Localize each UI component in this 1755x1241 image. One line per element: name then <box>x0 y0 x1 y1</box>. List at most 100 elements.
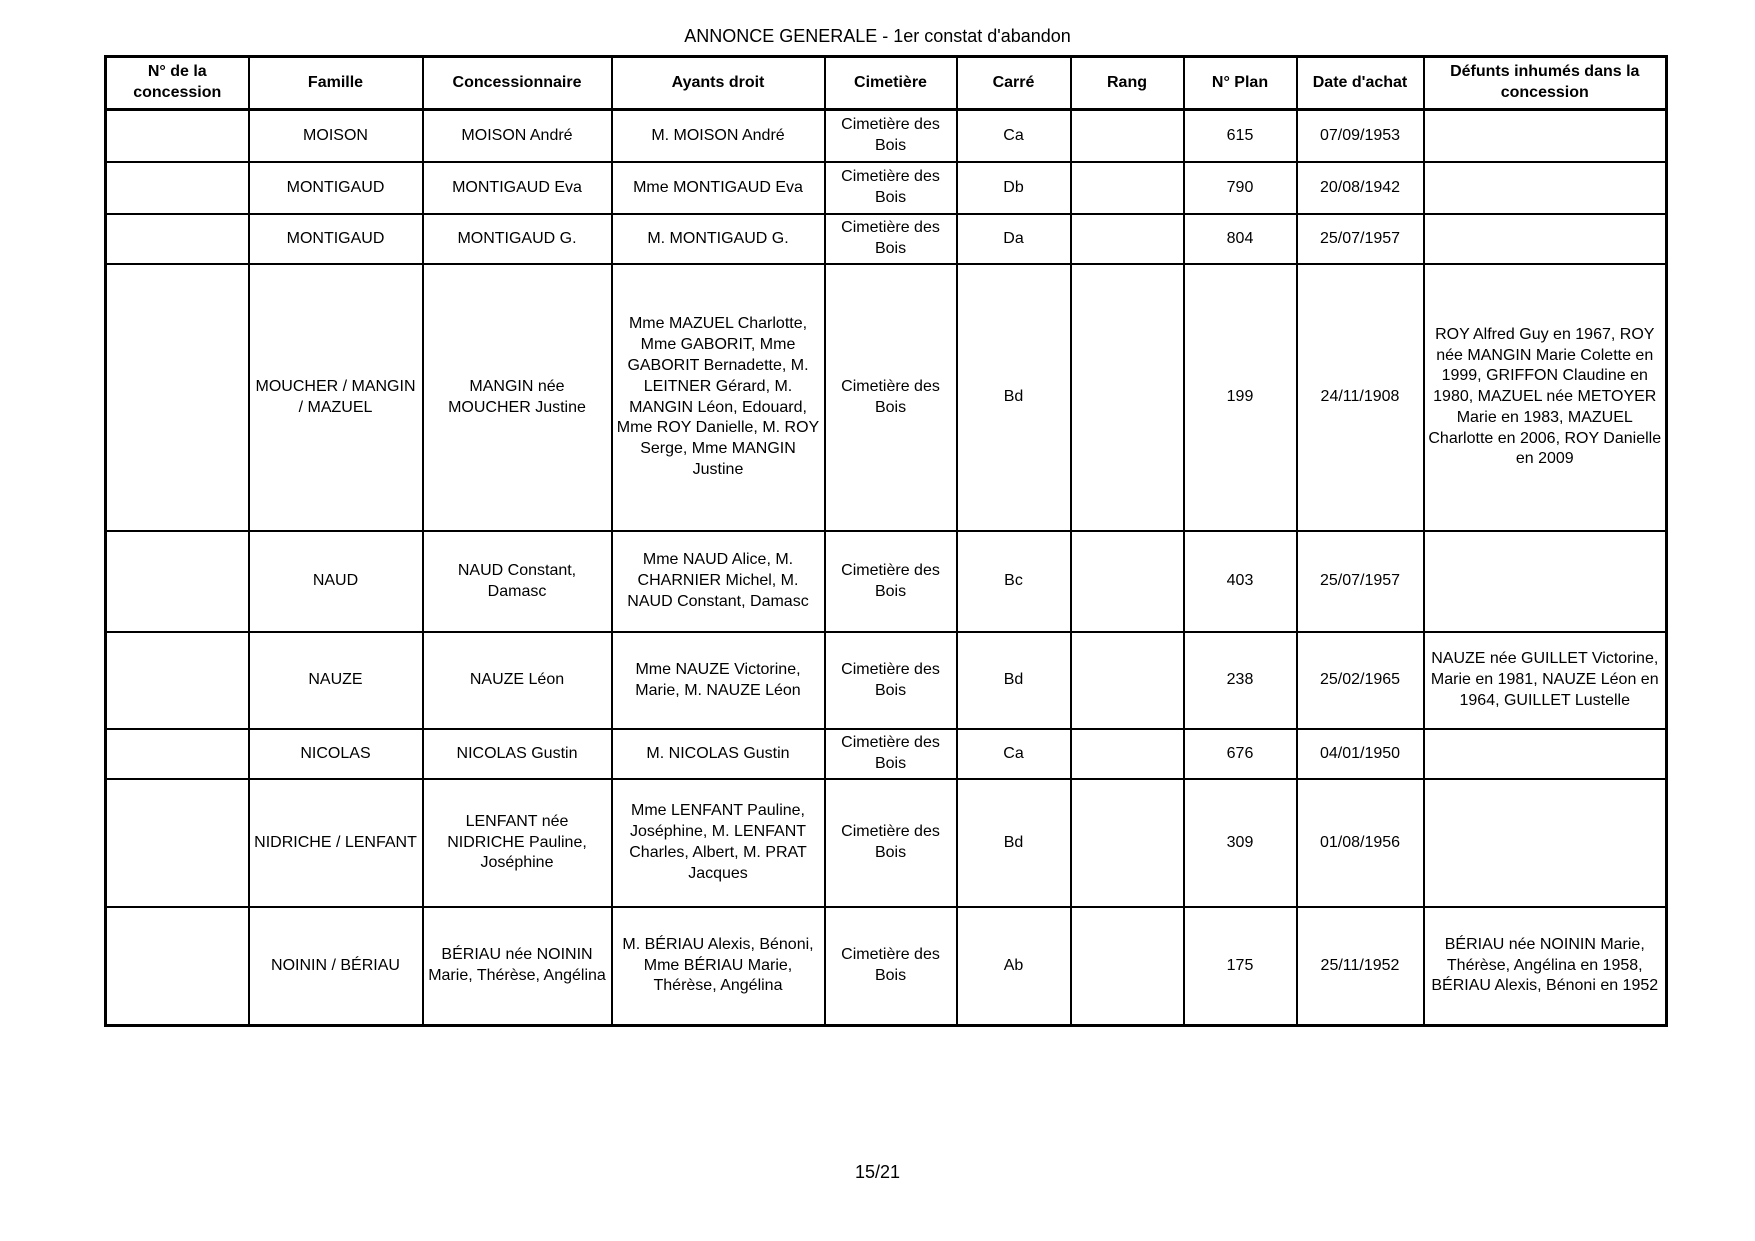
cell-plan: 175 <box>1182 906 1298 1027</box>
cell-defunts <box>1422 778 1668 908</box>
table-row: NOININ / BÉRIAU BÉRIAU née NOININ Marie,… <box>104 906 1668 1027</box>
cell-cimetiere: Cimetière des Bois <box>823 263 958 532</box>
cell-concessionnaire: MOISON André <box>421 108 613 163</box>
cell-plan: 403 <box>1182 530 1298 633</box>
cell-carre: Bd <box>955 263 1072 532</box>
cell-defunts <box>1422 728 1668 780</box>
cell-concession <box>104 108 250 163</box>
cell-ayants-droit: Mme LENFANT Pauline, Joséphine, M. LENFA… <box>610 778 826 908</box>
page-title: ANNONCE GENERALE - 1er constat d'abandon <box>684 26 1071 46</box>
cell-defunts: NAUZE née GUILLET Victorine, Marie en 19… <box>1422 631 1668 730</box>
cell-date-achat: 01/08/1956 <box>1295 778 1425 908</box>
cell-carre: Bd <box>955 778 1072 908</box>
table-row: NIDRICHE / LENFANT LENFANT née NIDRICHE … <box>104 778 1668 908</box>
header-date-achat: Date d'achat <box>1295 55 1425 111</box>
cell-concessionnaire: NAUD Constant, Damasc <box>421 530 613 633</box>
cell-defunts <box>1422 108 1668 163</box>
header-concession: N° de la concession <box>104 55 250 111</box>
cell-ayants-droit: Mme NAUD Alice, M. CHARNIER Michel, M. N… <box>610 530 826 633</box>
table-row: NICOLAS NICOLAS Gustin M. NICOLAS Gustin… <box>104 728 1668 780</box>
cell-famille: NOININ / BÉRIAU <box>247 906 424 1027</box>
cell-plan: 615 <box>1182 108 1298 163</box>
cell-famille: NAUD <box>247 530 424 633</box>
cell-ayants-droit: M. BÉRIAU Alexis, Bénoni, Mme BÉRIAU Mar… <box>610 906 826 1027</box>
cell-ayants-droit: M. MONTIGAUD G. <box>610 213 826 265</box>
cell-plan: 790 <box>1182 161 1298 215</box>
cell-concession <box>104 213 250 265</box>
cell-rang <box>1069 778 1185 908</box>
cell-famille: MOISON <box>247 108 424 163</box>
cell-rang <box>1069 161 1185 215</box>
cell-carre: Ca <box>955 108 1072 163</box>
table-header-row: N° de la concession Famille Concessionna… <box>104 55 1668 111</box>
cell-ayants-droit: Mme MONTIGAUD Eva <box>610 161 826 215</box>
header-plan: N° Plan <box>1182 55 1298 111</box>
concessions-table: N° de la concession Famille Concessionna… <box>104 55 1668 1027</box>
cell-concessionnaire: MONTIGAUD Eva <box>421 161 613 215</box>
cell-cimetiere: Cimetière des Bois <box>823 631 958 730</box>
cell-rang <box>1069 530 1185 633</box>
table-row: MOISON MOISON André M. MOISON André Cime… <box>104 108 1668 163</box>
cell-famille: NAUZE <box>247 631 424 730</box>
table-row: MONTIGAUD MONTIGAUD G. M. MONTIGAUD G. C… <box>104 213 1668 265</box>
cell-cimetiere: Cimetière des Bois <box>823 906 958 1027</box>
cell-defunts: ROY Alfred Guy en 1967, ROY née MANGIN M… <box>1422 263 1668 532</box>
cell-rang <box>1069 906 1185 1027</box>
cell-cimetiere: Cimetière des Bois <box>823 161 958 215</box>
cell-cimetiere: Cimetière des Bois <box>823 213 958 265</box>
cell-rang <box>1069 631 1185 730</box>
cell-rang <box>1069 213 1185 265</box>
cell-carre: Ca <box>955 728 1072 780</box>
cell-ayants-droit: Mme NAUZE Victorine, Marie, M. NAUZE Léo… <box>610 631 826 730</box>
cell-date-achat: 04/01/1950 <box>1295 728 1425 780</box>
cell-concessionnaire: NAUZE Léon <box>421 631 613 730</box>
cell-date-achat: 25/07/1957 <box>1295 213 1425 265</box>
cell-defunts <box>1422 530 1668 633</box>
cell-carre: Bc <box>955 530 1072 633</box>
cell-ayants-droit: M. MOISON André <box>610 108 826 163</box>
table-row: MOUCHER / MANGIN / MAZUEL MANGIN née MOU… <box>104 263 1668 532</box>
cell-concessionnaire: NICOLAS Gustin <box>421 728 613 780</box>
cell-concessionnaire: MONTIGAUD G. <box>421 213 613 265</box>
cell-ayants-droit: Mme MAZUEL Charlotte, Mme GABORIT, Mme G… <box>610 263 826 532</box>
cell-concession <box>104 161 250 215</box>
header-carre: Carré <box>955 55 1072 111</box>
cell-cimetiere: Cimetière des Bois <box>823 530 958 633</box>
cell-concession <box>104 778 250 908</box>
cell-concessionnaire: MANGIN née MOUCHER Justine <box>421 263 613 532</box>
cell-famille: NIDRICHE / LENFANT <box>247 778 424 908</box>
header-ayants-droit: Ayants droit <box>610 55 826 111</box>
cell-plan: 238 <box>1182 631 1298 730</box>
cell-concession <box>104 631 250 730</box>
cell-plan: 804 <box>1182 213 1298 265</box>
cell-concessionnaire: BÉRIAU née NOININ Marie, Thérèse, Angéli… <box>421 906 613 1027</box>
cell-defunts <box>1422 161 1668 215</box>
cell-concession <box>104 728 250 780</box>
cell-date-achat: 25/11/1952 <box>1295 906 1425 1027</box>
header-famille: Famille <box>247 55 424 111</box>
table-row: MONTIGAUD MONTIGAUD Eva Mme MONTIGAUD Ev… <box>104 161 1668 215</box>
cell-carre: Ab <box>955 906 1072 1027</box>
cell-plan: 676 <box>1182 728 1298 780</box>
header-cimetiere: Cimetière <box>823 55 958 111</box>
cell-cimetiere: Cimetière des Bois <box>823 728 958 780</box>
cell-carre: Da <box>955 213 1072 265</box>
cell-ayants-droit: M. NICOLAS Gustin <box>610 728 826 780</box>
cell-cimetiere: Cimetière des Bois <box>823 778 958 908</box>
cell-famille: MONTIGAUD <box>247 161 424 215</box>
cell-date-achat: 24/11/1908 <box>1295 263 1425 532</box>
cell-carre: Db <box>955 161 1072 215</box>
cell-rang <box>1069 728 1185 780</box>
table-row: NAUD NAUD Constant, Damasc Mme NAUD Alic… <box>104 530 1668 633</box>
cell-date-achat: 25/02/1965 <box>1295 631 1425 730</box>
cell-date-achat: 20/08/1942 <box>1295 161 1425 215</box>
cell-famille: MONTIGAUD <box>247 213 424 265</box>
cell-concession <box>104 530 250 633</box>
header-rang: Rang <box>1069 55 1185 111</box>
cell-concession <box>104 906 250 1027</box>
cell-concessionnaire: LENFANT née NIDRICHE Pauline, Joséphine <box>421 778 613 908</box>
header-defunts: Défunts inhumés dans la concession <box>1422 55 1668 111</box>
cell-defunts <box>1422 213 1668 265</box>
cell-defunts: BÉRIAU née NOININ Marie, Thérèse, Angéli… <box>1422 906 1668 1027</box>
